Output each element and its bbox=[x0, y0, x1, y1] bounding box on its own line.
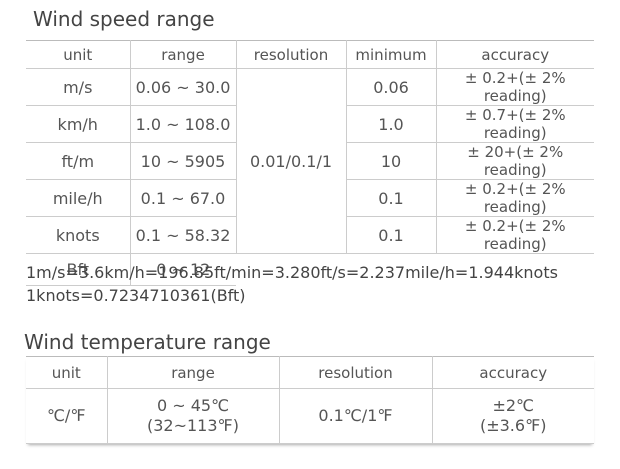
wind-speed-table: unit range resolution minimum accuracy m… bbox=[26, 40, 594, 286]
cell: knots bbox=[26, 216, 130, 254]
cell: 0.1 ~ 67.0 bbox=[129, 179, 236, 217]
cell: ± 20+(± 2% reading) bbox=[435, 142, 594, 180]
cell-line: (±3.6℉) bbox=[479, 416, 547, 435]
row: ft/m 10 ~ 5905 10 ± 20+(± 2% reading) bbox=[26, 142, 594, 180]
section-title: Wind temperature range bbox=[24, 330, 271, 354]
cell: 0.06 ~ 30.0 bbox=[129, 68, 236, 106]
cell: 1.0 bbox=[345, 105, 436, 143]
cell-line: 0 ~ 45℃ bbox=[156, 396, 230, 415]
cell: ± 0.2+(± 2% reading) bbox=[435, 179, 594, 217]
cell: ft/m bbox=[26, 142, 130, 180]
cell: 0.06 bbox=[345, 68, 436, 106]
note: 1knots=0.7234710361(Bft) bbox=[26, 286, 246, 305]
cell-line: ±2℃ bbox=[492, 396, 535, 415]
header-cell: accuracy bbox=[431, 356, 594, 389]
cell: ± 0.2+(± 2% reading) bbox=[435, 68, 594, 106]
row: mile/h 0.1 ~ 67.0 0.1 ± 0.2+(± 2% readin… bbox=[26, 179, 594, 217]
header-row: unit range resolution minimum accuracy bbox=[26, 40, 594, 69]
header-cell: resolution bbox=[235, 40, 346, 69]
cell: 0.1 ~ 58.32 bbox=[129, 216, 236, 254]
wind-temperature-table: unit range resolution accuracy ℃/℉ 0 ~ 4… bbox=[26, 356, 594, 444]
cell: 10 bbox=[345, 142, 436, 180]
row: Bft 0 ~ 12 bbox=[26, 253, 594, 286]
row: knots 0.1 ~ 58.32 0.1 ± 0.2+(± 2% readin… bbox=[26, 216, 594, 254]
cell: ℃/℉ bbox=[26, 388, 107, 444]
header-cell: minimum bbox=[345, 40, 436, 69]
header-cell: unit bbox=[26, 40, 130, 69]
header-cell: unit bbox=[26, 356, 107, 389]
cell: 10 ~ 5905 bbox=[129, 142, 236, 180]
row: ℃/℉ 0 ~ 45℃ (32~113℉) 0.1℃/1℉ ±2℃ (±3.6℉) bbox=[26, 388, 594, 444]
row: km/h 1.0 ~ 108.0 1.0 ± 0.7+(± 2% reading… bbox=[26, 105, 594, 143]
header-cell: range bbox=[129, 40, 236, 69]
cell: ± 0.2+(± 2% reading) bbox=[435, 216, 594, 254]
cell: 0.1 bbox=[345, 216, 436, 254]
note: 1m/s=3.6km/h=196.85ft/min=3.280ft/s=2.23… bbox=[26, 263, 558, 282]
header-cell: range bbox=[106, 356, 279, 389]
cell: km/h bbox=[26, 105, 130, 143]
cell: ±2℃ (±3.6℉) bbox=[431, 388, 594, 444]
cell-line: (32~113℉) bbox=[146, 416, 239, 435]
cell: ± 0.7+(± 2% reading) bbox=[435, 105, 594, 143]
header-row: unit range resolution accuracy bbox=[26, 356, 594, 389]
cell: 0.01/0.1/1 bbox=[235, 68, 346, 254]
section-title: Wind speed range bbox=[33, 7, 215, 31]
cell: 0.1℃/1℉ bbox=[278, 388, 432, 444]
cell: m/s bbox=[26, 68, 130, 106]
header-cell: accuracy bbox=[435, 40, 594, 69]
cell: 1.0 ~ 108.0 bbox=[129, 105, 236, 143]
cell: 0.1 bbox=[345, 179, 436, 217]
cell: Bft bbox=[26, 253, 130, 286]
cell: 0 ~ 45℃ (32~113℉) bbox=[106, 388, 279, 444]
cell: mile/h bbox=[26, 179, 130, 217]
header-cell: resolution bbox=[278, 356, 432, 389]
cell: 0 ~ 12 bbox=[129, 253, 236, 286]
row: m/s 0.06 ~ 30.0 0.01/0.1/1 0.06 ± 0.2+(±… bbox=[26, 68, 594, 254]
